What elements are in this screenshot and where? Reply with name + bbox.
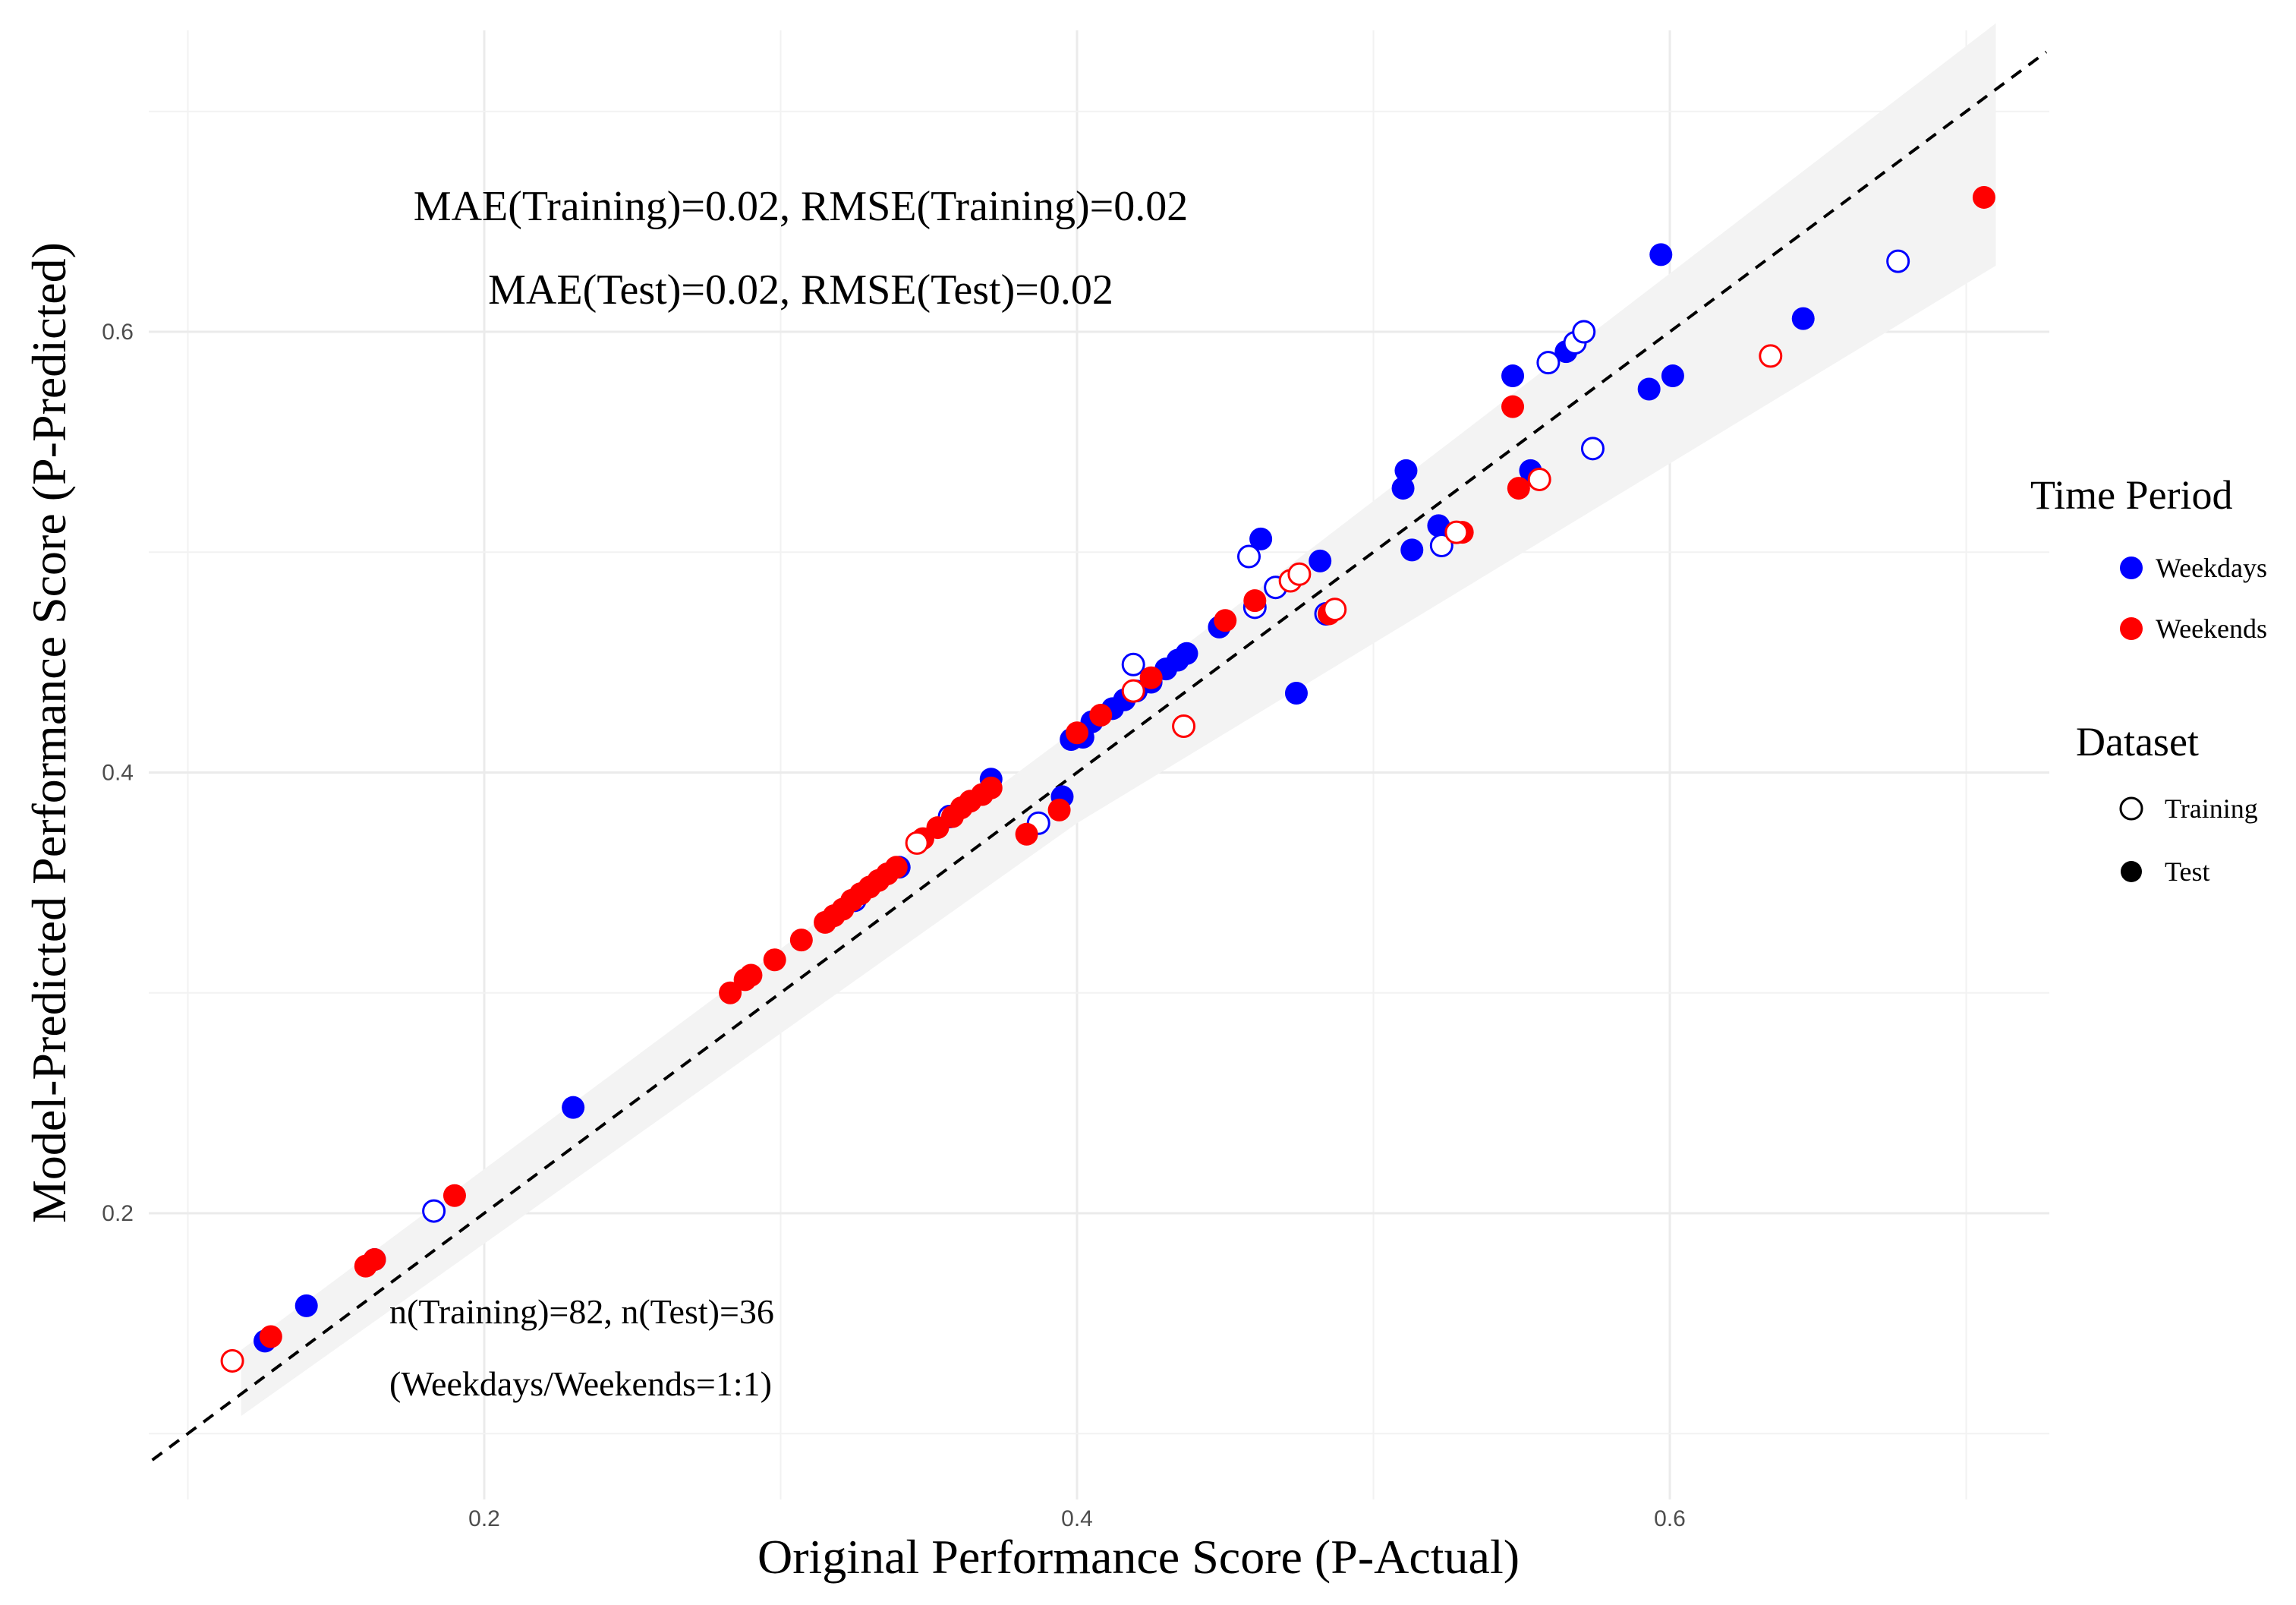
data-point bbox=[1791, 307, 1815, 330]
x-axis-title: Original Performance Score (P-Actual) bbox=[757, 1530, 1520, 1584]
data-point bbox=[443, 1184, 466, 1207]
data-point bbox=[1121, 652, 1145, 676]
data-point bbox=[1284, 682, 1308, 705]
metrics-test-label: MAE(Test)=0.02, RMSE(Test)=0.02 bbox=[488, 266, 1113, 314]
data-point bbox=[1249, 527, 1273, 550]
data-point bbox=[1501, 364, 1525, 388]
points-layer bbox=[220, 185, 1995, 1373]
legend-weekends-label: Weekends bbox=[2156, 613, 2267, 644]
data-point bbox=[1015, 822, 1038, 846]
legend: Time Period Weekdays Weekends Dataset Tr… bbox=[2030, 472, 2267, 887]
data-point bbox=[294, 1294, 318, 1317]
data-point bbox=[1972, 185, 1995, 209]
series-weekends-training bbox=[220, 344, 1783, 1373]
legend-weekdays-label: Weekdays bbox=[2156, 553, 2267, 583]
data-point bbox=[259, 1325, 282, 1348]
data-point bbox=[1089, 704, 1113, 727]
legend-test-marker bbox=[2121, 861, 2142, 882]
data-point bbox=[979, 776, 1003, 799]
data-point bbox=[1507, 477, 1530, 500]
data-point bbox=[1121, 679, 1145, 703]
data-point bbox=[905, 831, 929, 855]
reference-line bbox=[151, 50, 2048, 1462]
data-point bbox=[1323, 598, 1347, 622]
y-tick-label: 0.4 bbox=[102, 761, 134, 786]
counts-label: n(Training)=82, n(Test)=36 bbox=[389, 1292, 774, 1331]
data-point bbox=[1886, 249, 1910, 273]
data-point bbox=[1066, 721, 1088, 745]
data-point bbox=[562, 1096, 585, 1119]
data-point bbox=[422, 1199, 446, 1223]
data-point bbox=[1394, 459, 1418, 482]
y-axis-title: Model-Predicted Performance Score (P-Pre… bbox=[22, 242, 76, 1223]
data-point bbox=[1172, 714, 1196, 739]
data-point bbox=[1175, 642, 1198, 665]
data-point bbox=[1236, 544, 1261, 569]
data-point bbox=[789, 929, 813, 952]
legend-test-label: Test bbox=[2165, 856, 2209, 887]
data-point bbox=[1287, 562, 1312, 586]
ratio-label: (Weekdays/Weekends=1:1) bbox=[389, 1364, 772, 1403]
data-point bbox=[1047, 798, 1071, 821]
data-point bbox=[1139, 666, 1163, 689]
x-tick-label: 0.4 bbox=[1061, 1506, 1093, 1531]
data-point bbox=[1243, 589, 1267, 613]
data-point bbox=[1214, 609, 1237, 632]
x-tick-label: 0.2 bbox=[468, 1506, 500, 1531]
data-point bbox=[1572, 320, 1596, 344]
data-point bbox=[1536, 351, 1561, 375]
legend-training-label: Training bbox=[2165, 793, 2258, 824]
data-point bbox=[1400, 538, 1424, 562]
data-point bbox=[1759, 344, 1783, 368]
data-point bbox=[763, 948, 786, 972]
legend-weekdays-marker bbox=[2120, 557, 2143, 579]
x-tick-label: 0.6 bbox=[1654, 1506, 1686, 1531]
data-point bbox=[739, 963, 763, 987]
legend-title-dataset: Dataset bbox=[2076, 719, 2199, 765]
y-tick-label: 0.2 bbox=[102, 1201, 134, 1226]
data-point bbox=[1637, 377, 1661, 401]
metrics-training-label: MAE(Training)=0.02, RMSE(Training)=0.02 bbox=[414, 183, 1188, 230]
data-point bbox=[1429, 534, 1454, 558]
data-point bbox=[1527, 467, 1551, 491]
data-point bbox=[1661, 364, 1684, 388]
legend-training-marker bbox=[2119, 796, 2143, 821]
data-point bbox=[884, 856, 908, 879]
y-tick-label: 0.6 bbox=[102, 320, 134, 345]
data-point bbox=[1444, 520, 1469, 544]
data-point bbox=[1427, 514, 1450, 538]
data-point bbox=[220, 1348, 244, 1373]
data-point bbox=[719, 981, 742, 1004]
legend-weekends-marker bbox=[2120, 617, 2143, 640]
data-point bbox=[1649, 243, 1673, 266]
data-point bbox=[1501, 395, 1525, 418]
tick-labels: 0.2 0.4 0.6 0.2 0.4 0.6 bbox=[102, 320, 1686, 1531]
data-point bbox=[1309, 549, 1332, 572]
confidence-band bbox=[241, 23, 1996, 1417]
data-point bbox=[1391, 477, 1415, 500]
legend-title-time-period: Time Period bbox=[2030, 472, 2233, 518]
data-point bbox=[363, 1247, 386, 1271]
data-point bbox=[1580, 437, 1605, 461]
